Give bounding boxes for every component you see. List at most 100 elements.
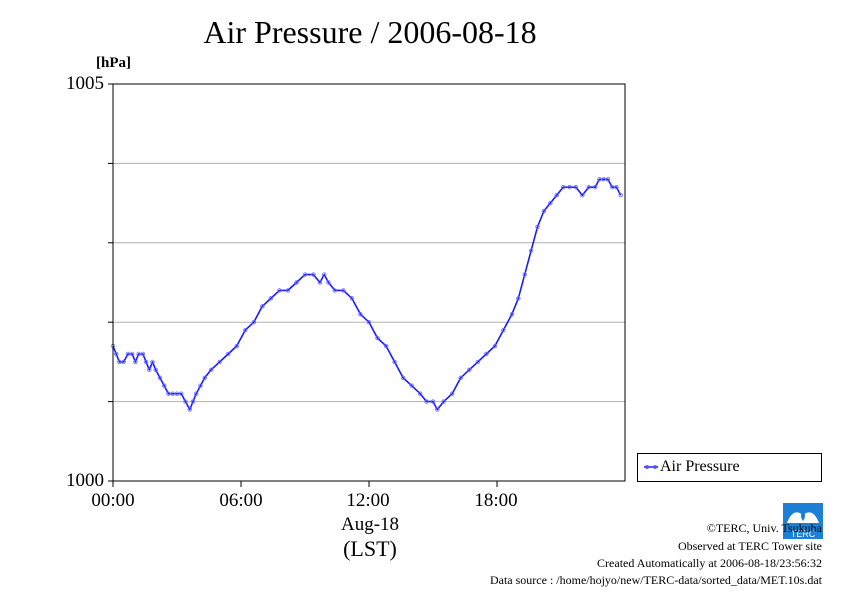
data-point — [268, 296, 274, 301]
data-point — [129, 351, 135, 357]
data-point — [484, 351, 489, 357]
x-axis-date-label: Aug-18 — [340, 514, 400, 535]
data-point — [117, 359, 122, 365]
data-point — [341, 288, 346, 293]
data-point — [424, 399, 429, 404]
credit-data-source: Data source : /home/hojyo/new/TERC-data/… — [489, 573, 822, 587]
data-point — [198, 383, 203, 388]
data-point — [535, 224, 540, 230]
y-tick-label-max: 1005 — [66, 73, 104, 94]
data-point — [332, 288, 338, 293]
data-point — [509, 312, 515, 317]
data-point — [605, 177, 611, 182]
logo-text: TERC — [791, 529, 816, 539]
chart-title: Air Pressure / 2006-08-18 — [203, 14, 537, 50]
data-point — [190, 399, 196, 404]
data-point — [618, 192, 623, 198]
x-tick-label-2: 12:00 — [346, 490, 390, 511]
data-point — [467, 367, 472, 373]
plot-frame — [112, 83, 626, 482]
data-point — [358, 312, 363, 317]
data-point — [492, 343, 498, 349]
legend: Air Pressure — [637, 453, 822, 482]
data-point — [294, 280, 299, 285]
data-point — [136, 351, 141, 357]
data-point — [597, 177, 602, 182]
data-point — [153, 367, 158, 373]
data-point — [251, 320, 256, 325]
data-point — [458, 375, 463, 380]
data-point — [113, 351, 119, 357]
credit-copyright: ©TERC, Univ. Tsukuba — [706, 521, 822, 535]
data-point — [501, 327, 506, 333]
data-point — [441, 399, 446, 404]
data-point — [202, 375, 207, 380]
data-point — [260, 304, 265, 309]
data-point — [217, 359, 222, 365]
axis-ticks — [108, 83, 498, 487]
x-tick-label-3: 18:00 — [474, 490, 518, 511]
data-point — [140, 351, 146, 357]
data-point — [285, 288, 291, 293]
data-point — [234, 343, 239, 349]
data-point — [430, 399, 436, 404]
data-point — [161, 383, 167, 388]
data-point — [208, 367, 214, 373]
data-point — [541, 208, 547, 214]
data-point — [610, 185, 615, 190]
data-point — [243, 327, 248, 333]
legend-swatch — [644, 465, 658, 470]
x-tick-label-0: 00:00 — [91, 490, 135, 511]
data-point — [193, 391, 199, 396]
grid-lines — [113, 162, 625, 403]
data-point — [601, 177, 606, 182]
data-point — [548, 200, 553, 206]
series-line-0 — [112, 178, 622, 411]
y-tick-label-min: 1000 — [66, 470, 104, 491]
data-point — [573, 185, 579, 190]
data-point — [392, 359, 397, 365]
data-point — [450, 391, 455, 396]
data-point — [133, 359, 138, 365]
data-point — [418, 391, 423, 396]
data-point — [567, 185, 572, 190]
data-point — [302, 272, 308, 277]
terc-logo: TERC — [783, 503, 823, 539]
x-tick-label-1: 06:00 — [219, 490, 263, 511]
x-axis-unit-label: (LST) — [343, 536, 397, 561]
data-point — [187, 407, 192, 412]
data-point — [326, 280, 331, 285]
data-point — [475, 359, 480, 365]
data-point — [121, 359, 126, 365]
data-point — [400, 375, 406, 380]
data-point — [554, 192, 559, 198]
data-point — [516, 296, 521, 301]
data-point — [147, 367, 152, 373]
data-point — [528, 248, 534, 253]
data-point — [522, 272, 527, 277]
y-axis-unit-label: [hPa] — [96, 55, 131, 71]
data-point — [166, 391, 171, 396]
data-point — [580, 192, 585, 198]
data-point — [150, 359, 155, 365]
data-point — [409, 383, 414, 388]
legend-label-air-pressure: Air Pressure — [660, 458, 740, 475]
data-point — [349, 296, 355, 301]
data-point — [586, 185, 591, 190]
data-point — [277, 288, 282, 293]
data-point — [383, 343, 389, 349]
data-point — [225, 351, 231, 357]
data-point — [322, 272, 327, 277]
data-series-air-pressure — [110, 177, 623, 412]
data-point — [317, 280, 323, 285]
data-point — [614, 185, 619, 190]
data-point — [375, 335, 380, 341]
data-point — [170, 391, 175, 396]
data-point — [174, 391, 180, 396]
data-point — [157, 375, 163, 380]
data-point — [179, 391, 184, 396]
data-point — [143, 359, 149, 365]
data-point — [592, 185, 598, 190]
data-point — [311, 272, 316, 277]
data-point — [366, 320, 372, 325]
